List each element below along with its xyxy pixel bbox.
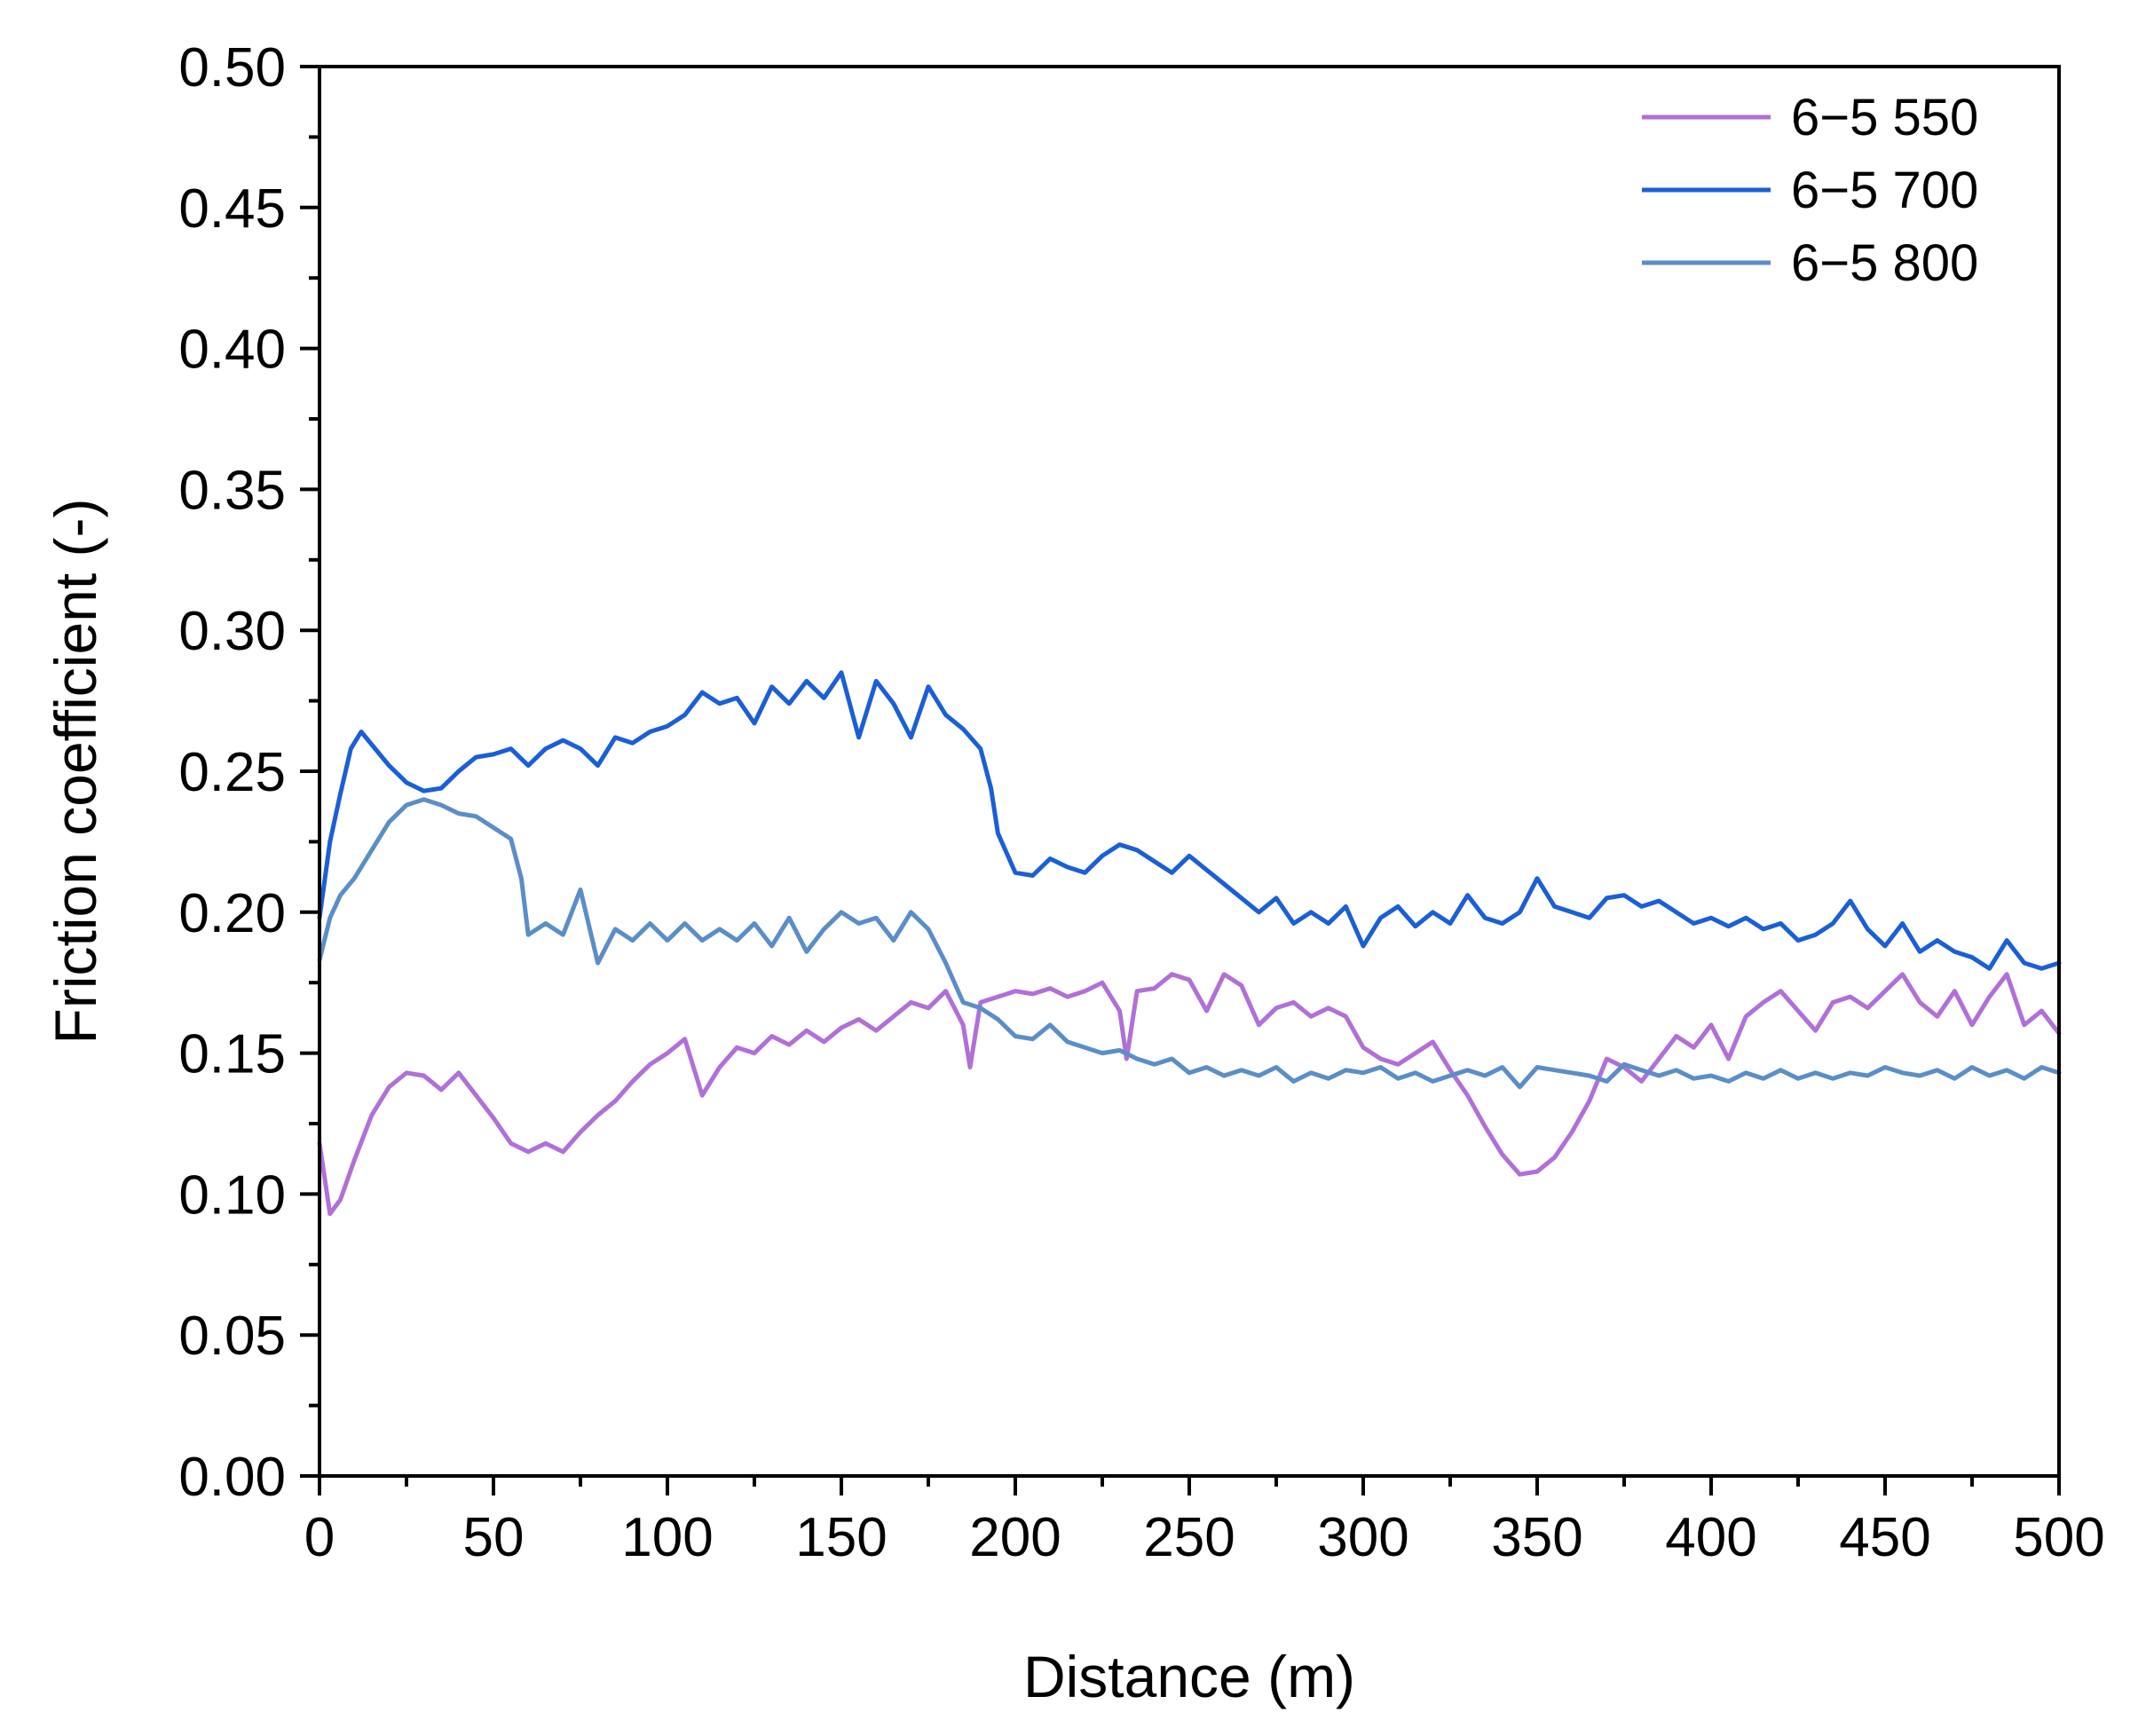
y-axis-ticks: 0.00 0.05 0.10 0.15 0.20 0.25 0.30 0.35 0.40 0.45… [178, 37, 320, 1508]
y-tick-label: 0.25 [178, 742, 286, 803]
x-tick-label: 100 [621, 1507, 713, 1568]
x-tick-label: 450 [1839, 1507, 1930, 1568]
x-axis-title: Distance (m) [1023, 1644, 1355, 1709]
legend-label-2: 6−5 800 [1791, 234, 1978, 292]
x-tick-label: 500 [2013, 1507, 2104, 1568]
legend: 6−5 550 6−5 700 6−5 800 [1642, 89, 1978, 292]
y-tick-label: 0.05 [178, 1306, 286, 1367]
y-tick-label: 0.50 [178, 37, 286, 99]
y-tick-label: 0.30 [178, 601, 286, 662]
legend-label-0: 6−5 550 [1791, 89, 1978, 146]
x-tick-label: 300 [1317, 1507, 1408, 1568]
y-axis-title: Friction coefficient (-) [43, 499, 108, 1045]
y-tick-label: 0.20 [178, 883, 286, 944]
y-tick-label: 0.40 [178, 320, 286, 381]
series-layer [317, 670, 2062, 1217]
x-tick-label: 200 [969, 1507, 1061, 1568]
y-tick-label: 0.45 [178, 178, 286, 240]
series-line-1 [317, 670, 2062, 971]
legend-label-1: 6−5 700 [1791, 162, 1978, 219]
series-line-0 [317, 972, 2062, 1217]
x-tick-label: 400 [1665, 1507, 1756, 1568]
x-axis-ticks: 0 50 100 150 200 250 300 350 400 450 500 [304, 1476, 2105, 1568]
x-tick-label: 350 [1491, 1507, 1582, 1568]
series-line-2 [317, 797, 2062, 1090]
x-tick-label: 250 [1143, 1507, 1235, 1568]
y-tick-label: 0.10 [178, 1164, 286, 1226]
y-tick-label: 0.15 [178, 1024, 286, 1085]
y-tick-label: 0.00 [178, 1447, 286, 1508]
y-tick-label: 0.35 [178, 460, 286, 521]
x-tick-label: 150 [795, 1507, 887, 1568]
x-tick-label: 0 [304, 1507, 335, 1568]
x-tick-label: 50 [463, 1507, 525, 1568]
